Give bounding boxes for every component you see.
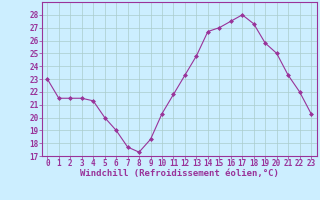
X-axis label: Windchill (Refroidissement éolien,°C): Windchill (Refroidissement éolien,°C)	[80, 169, 279, 178]
